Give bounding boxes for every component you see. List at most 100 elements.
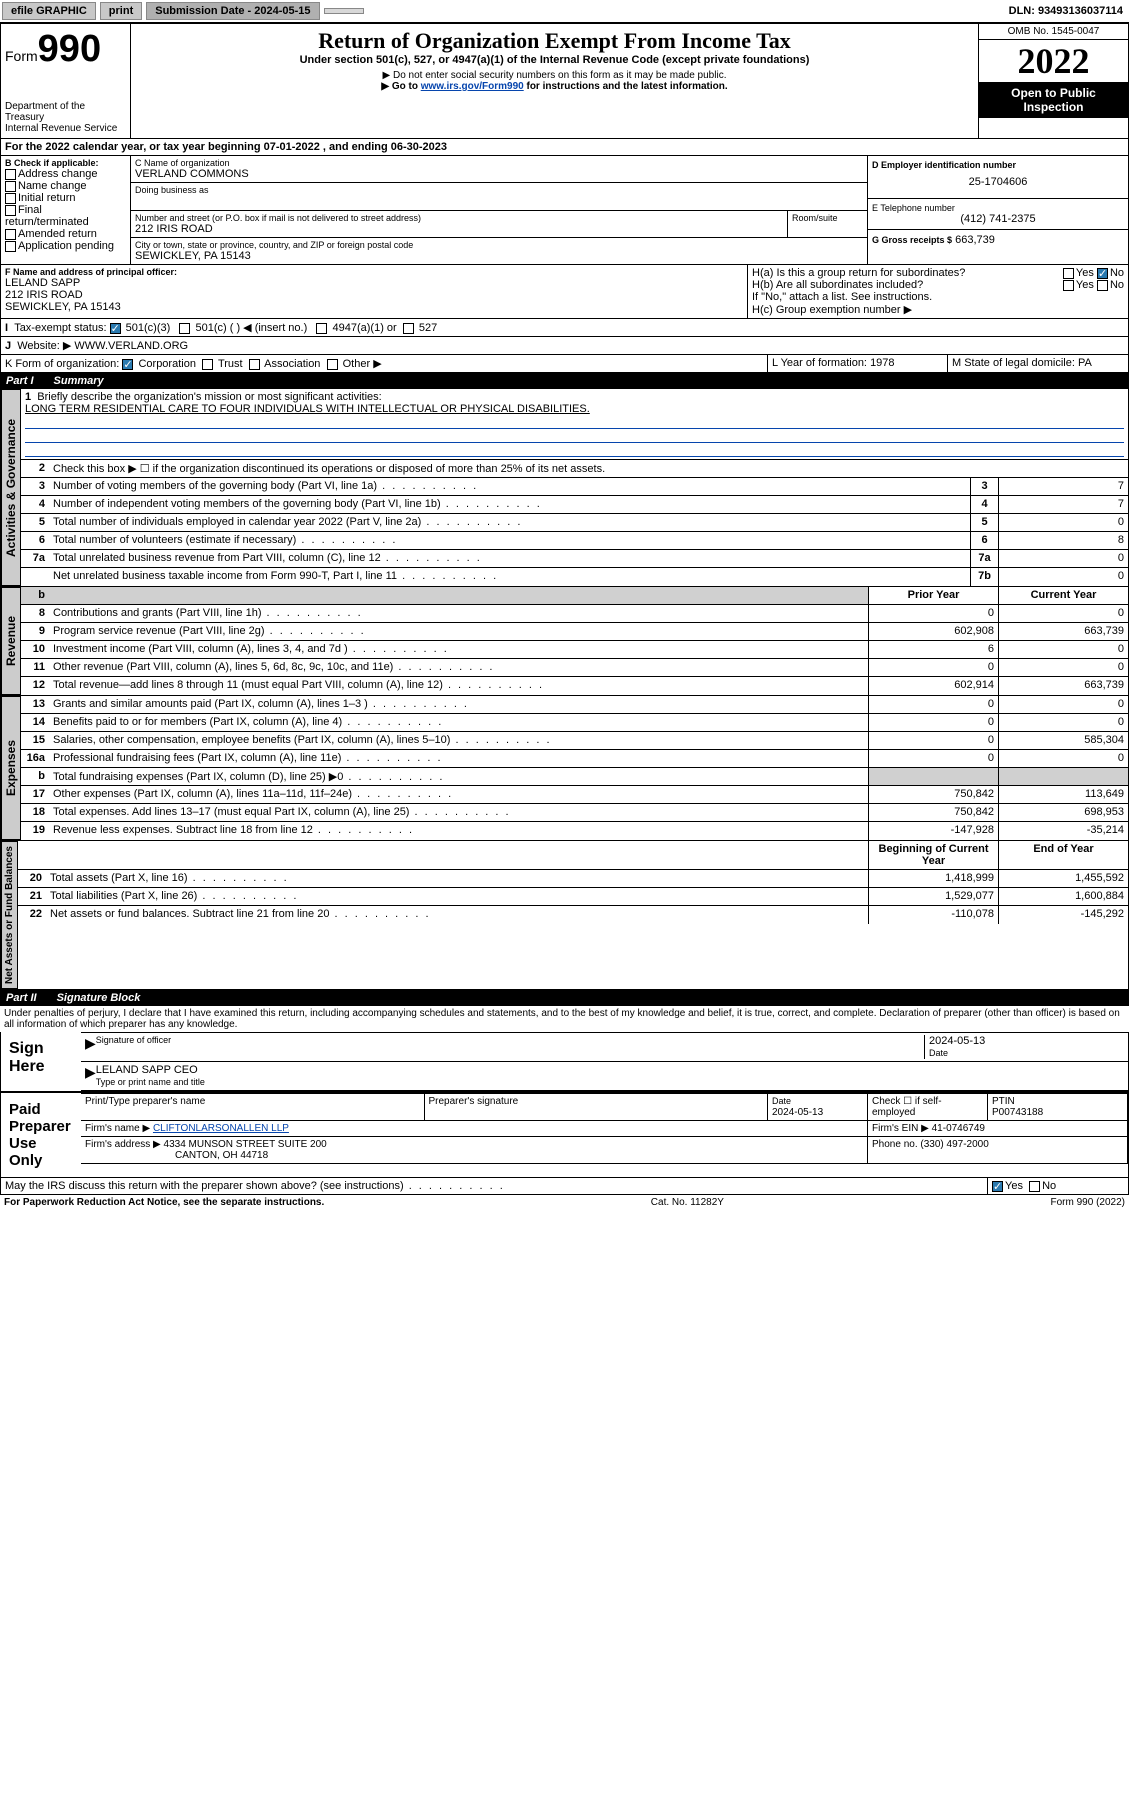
arrow-icon: ▶: [85, 1064, 96, 1088]
paperwork-notice: For Paperwork Reduction Act Notice, see …: [4, 1197, 324, 1208]
dba-label: Doing business as: [135, 185, 863, 195]
website-label: Website: ▶: [17, 340, 71, 352]
page-footer: For Paperwork Reduction Act Notice, see …: [0, 1195, 1129, 1210]
goto-post: for instructions and the latest informat…: [524, 81, 728, 92]
line-text: Revenue less expenses. Subtract line 18 …: [49, 822, 868, 840]
cb-address-change[interactable]: Address change: [5, 168, 126, 180]
box-b-label: B Check if applicable:: [5, 158, 126, 168]
ptin-label: PTIN: [992, 1096, 1015, 1107]
current-year-value: 0: [998, 605, 1128, 622]
date-label2: Date: [772, 1096, 791, 1106]
ha-yes[interactable]: [1063, 268, 1074, 279]
firm-addr-label: Firm's address ▶: [85, 1139, 161, 1150]
line-text: Total expenses. Add lines 13–17 (must eq…: [49, 804, 868, 821]
current-year-value: 0: [998, 641, 1128, 658]
org-name-label: C Name of organization: [135, 158, 863, 168]
dept-treasury: Department of the Treasury: [5, 101, 126, 123]
line2: Check this box ▶ ☐ if the organization d…: [49, 460, 1128, 477]
line-value: 7: [998, 478, 1128, 495]
prior-year-value: -147,928: [868, 822, 998, 840]
line-text: Number of independent voting members of …: [49, 496, 970, 513]
end-year-hdr: End of Year: [998, 841, 1128, 869]
hc-label: H(c) Group exemption number ▶: [752, 303, 1124, 316]
prep-sig-label: Preparer's signature: [425, 1094, 769, 1121]
current-year-value: 1,455,592: [998, 870, 1128, 887]
cb-501c3[interactable]: [110, 323, 121, 334]
cb-final-return[interactable]: Final return/terminated: [5, 204, 126, 228]
phone-value: (412) 741-2375: [872, 213, 1124, 225]
cb-amended-return[interactable]: Amended return: [5, 228, 126, 240]
line-box: 7a: [970, 550, 998, 567]
check-self-employed: Check ☐ if self-employed: [868, 1094, 988, 1121]
firm-ein: 41-0746749: [932, 1123, 985, 1134]
discuss-yes[interactable]: [992, 1181, 1003, 1192]
line-text: Total unrelated business revenue from Pa…: [49, 550, 970, 567]
cb-4947[interactable]: [316, 323, 327, 334]
line-text: Salaries, other compensation, employee b…: [49, 732, 868, 749]
line-text: Net assets or fund balances. Subtract li…: [46, 906, 868, 924]
hb-no[interactable]: [1097, 280, 1108, 291]
signature-block: Sign Here ▶ Signature of officer 2024-05…: [0, 1032, 1129, 1178]
prior-year-value: 0: [868, 659, 998, 676]
cb-initial-return[interactable]: Initial return: [5, 192, 126, 204]
begin-year-hdr: Beginning of Current Year: [868, 841, 998, 869]
prior-year-value: -110,078: [868, 906, 998, 924]
cb-association[interactable]: [249, 359, 260, 370]
prior-year-value: 1,529,077: [868, 888, 998, 905]
form-subtitle: Under section 501(c), 527, or 4947(a)(1)…: [135, 54, 974, 66]
box-l-label: L Year of formation:: [772, 357, 867, 369]
line-box: 4: [970, 496, 998, 513]
cb-501c[interactable]: [179, 323, 190, 334]
entity-info-row: B Check if applicable: Address change Na…: [0, 156, 1129, 265]
mission-label: Briefly describe the organization's miss…: [37, 391, 381, 403]
line-box: 5: [970, 514, 998, 531]
box-m-label: M State of legal domicile:: [952, 357, 1075, 369]
print-button[interactable]: print: [100, 2, 142, 20]
line-text: Benefits paid to or for members (Part IX…: [49, 714, 868, 731]
officer-name-title: LELAND SAPP CEO: [96, 1064, 198, 1076]
spacer: [324, 8, 364, 14]
room-label: Room/suite: [792, 213, 863, 223]
firm-addr1: 4334 MUNSON STREET SUITE 200: [164, 1139, 327, 1150]
cb-corporation[interactable]: [122, 359, 133, 370]
line-text: Total liabilities (Part X, line 26): [46, 888, 868, 905]
line-value: 8: [998, 532, 1128, 549]
addr-label: Number and street (or P.O. box if mail i…: [135, 213, 783, 223]
expenses-block: Expenses 13Grants and similar amounts pa…: [0, 696, 1129, 841]
firm-name-label: Firm's name ▶: [85, 1123, 150, 1134]
sign-here-label: Sign Here: [1, 1032, 81, 1091]
form-title: Return of Organization Exempt From Incom…: [135, 28, 974, 54]
ha-no[interactable]: [1097, 268, 1108, 279]
cb-application-pending[interactable]: Application pending: [5, 240, 126, 252]
form-prefix: Form: [5, 48, 38, 64]
hb-yes[interactable]: [1063, 280, 1074, 291]
cb-527[interactable]: [403, 323, 414, 334]
cb-name-change[interactable]: Name change: [5, 180, 126, 192]
state-domicile: PA: [1078, 357, 1092, 369]
org-name: VERLAND COMMONS: [135, 168, 863, 180]
sig-date: 2024-05-13: [929, 1035, 985, 1047]
irs-label: Internal Revenue Service: [5, 123, 126, 134]
firm-name-link[interactable]: CLIFTONLARSONALLEN LLP: [153, 1123, 289, 1134]
prior-year-value: 0: [868, 714, 998, 731]
line-text: Total revenue—add lines 8 through 11 (mu…: [49, 677, 868, 695]
line-value: 0: [998, 550, 1128, 567]
cb-other[interactable]: [327, 359, 338, 370]
line-text: Other revenue (Part VIII, column (A), li…: [49, 659, 868, 676]
efile-label: efile GRAPHIC: [2, 2, 96, 20]
current-year-value: 585,304: [998, 732, 1128, 749]
ein-label: D Employer identification number: [872, 160, 1124, 170]
cb-trust[interactable]: [202, 359, 213, 370]
perjury-statement: Under penalties of perjury, I declare th…: [0, 1006, 1129, 1032]
discuss-no[interactable]: [1029, 1181, 1040, 1192]
hb-label: H(b) Are all subordinates included?: [752, 279, 923, 291]
tax-period: For the 2022 calendar year, or tax year …: [1, 139, 1128, 155]
irs-link[interactable]: www.irs.gov/Form990: [421, 81, 524, 92]
tax-year: 2022: [979, 40, 1128, 82]
box-k-label: K Form of organization:: [5, 358, 119, 370]
current-year-value: 663,739: [998, 677, 1128, 695]
org-form-row: K Form of organization: Corporation Trus…: [0, 355, 1129, 373]
form-number: 990: [38, 28, 101, 70]
arrow-icon: ▶: [85, 1035, 96, 1059]
prep-date: 2024-05-13: [772, 1107, 823, 1118]
